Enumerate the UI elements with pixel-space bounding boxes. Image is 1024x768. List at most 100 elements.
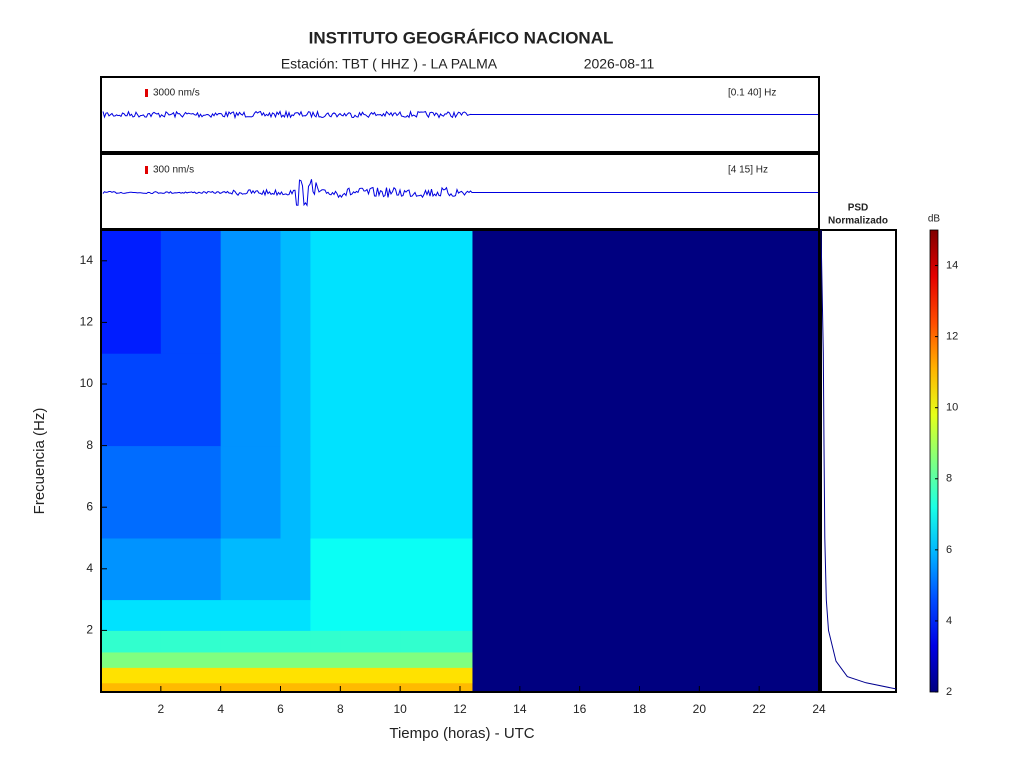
colorbar-tick-label: 8 [946,473,952,485]
spectrogram-cell [310,538,341,601]
spectrogram-cell [400,230,473,354]
spectrogram-cell [220,682,281,693]
scale-bar [145,89,148,97]
trace-frame [100,153,820,230]
spectrogram-cell [280,538,311,601]
spectrogram-cell [310,667,341,684]
spectrogram-cell [101,230,162,354]
spectrogram-cell [340,230,401,354]
y-tick-label: 14 [80,253,94,267]
spectrogram-cell [220,445,281,539]
spectrogram-cell [160,538,222,601]
spectrogram-cell [310,630,341,653]
spectrogram-cell [340,667,401,684]
colorbar [929,229,939,693]
seismogram [102,109,818,120]
spectrogram-cell [310,230,341,354]
spectrogram-cell [160,667,222,684]
spectrogram-cell [280,667,311,684]
spectrogram-cell [220,230,281,354]
spectrogram-cell [340,538,401,601]
spectrogram-cell [280,230,311,354]
scale-bar [145,166,148,174]
trace-band: [0.1 40] Hz [728,88,776,99]
spectrogram-cell [340,599,401,631]
x-tick-label: 22 [752,702,766,716]
spectrogram-cell [400,651,473,668]
psd-title: PSD [848,203,869,214]
spectrogram-cell [101,630,162,653]
spectrogram-cell [400,682,473,693]
spectrogram-cell [280,630,311,653]
x-tick-label: 8 [337,702,344,716]
psd-line [820,229,897,690]
y-tick-label: 10 [80,376,94,390]
psd-frame [820,229,897,693]
y-tick-label: 12 [80,315,94,329]
x-tick-label: 18 [633,702,647,716]
spectrogram-cell [160,630,222,653]
spectrogram-cell [160,353,222,447]
spectrogram-cell [160,682,222,693]
trace-scale: 300 nm/s [153,165,194,176]
spectrogram-cell [340,353,401,447]
colorbar-tick-label: 4 [946,615,952,627]
trace-scale: 3000 nm/s [153,88,200,99]
spectrogram-cell [400,445,473,539]
spectrogram-cell [310,353,341,447]
colorbar-tick-label: 12 [946,331,958,343]
spectrogram-cell [101,353,162,447]
spectrogram-cell [400,538,473,601]
spectrogram-cell [220,599,281,631]
spectrogram-cell [310,682,341,693]
x-tick-label: 10 [393,702,407,716]
spectrogram-cell [340,651,401,668]
spectrogram-cell [280,353,311,447]
x-tick-label: 2 [157,702,164,716]
psd-title: Normalizado [828,216,888,227]
spectrogram-cell [400,599,473,631]
spectrogram-cell [340,682,401,693]
spectrogram-cell [160,599,222,631]
spectrogram-cell [340,630,401,653]
spectrogram-cell [101,445,162,539]
spectrogram-cell [220,353,281,447]
spectrogram-cell [280,651,311,668]
colorbar-label: dB [928,214,941,225]
no-data-area [471,230,819,692]
colorbar-tick-label: 6 [946,544,952,556]
spectrogram-cell [280,599,311,631]
spectrogram-cell [220,667,281,684]
x-tick-label: 16 [573,702,587,716]
spectrogram-cell [101,599,162,631]
spectrogram-cell [220,651,281,668]
colorbar-tick-label: 2 [946,686,952,698]
spectrogram-cell [310,651,341,668]
x-tick-label: 4 [217,702,224,716]
y-tick-label: 4 [86,561,93,575]
spectrogram-cell [160,230,222,354]
spectrogram-cell [101,667,162,684]
spectrogram-cell [280,682,311,693]
spectrogram-cell [340,445,401,539]
spectrogram-cell [101,538,162,601]
x-tick-label: 20 [693,702,707,716]
x-tick-label: 24 [812,702,826,716]
spectrogram-cell [101,682,162,693]
spectrogram-cell [280,445,311,539]
seismogram [102,179,818,207]
colorbar-tick-label: 14 [946,259,958,271]
x-tick-label: 12 [453,702,467,716]
date: 2026-08-11 [584,56,655,72]
spectrogram-cell [400,630,473,653]
x-tick-label: 14 [513,702,527,716]
spectrogram-cell [310,599,341,631]
spectrogram-cell [400,667,473,684]
chart-title: INSTITUTO GEOGRÁFICO NACIONAL [309,28,614,47]
x-axis-label: Tiempo (horas) - UTC [389,725,534,742]
colorbar-tick-label: 10 [946,402,958,414]
y-tick-label: 6 [86,499,93,513]
spectrogram-cell [101,651,162,668]
